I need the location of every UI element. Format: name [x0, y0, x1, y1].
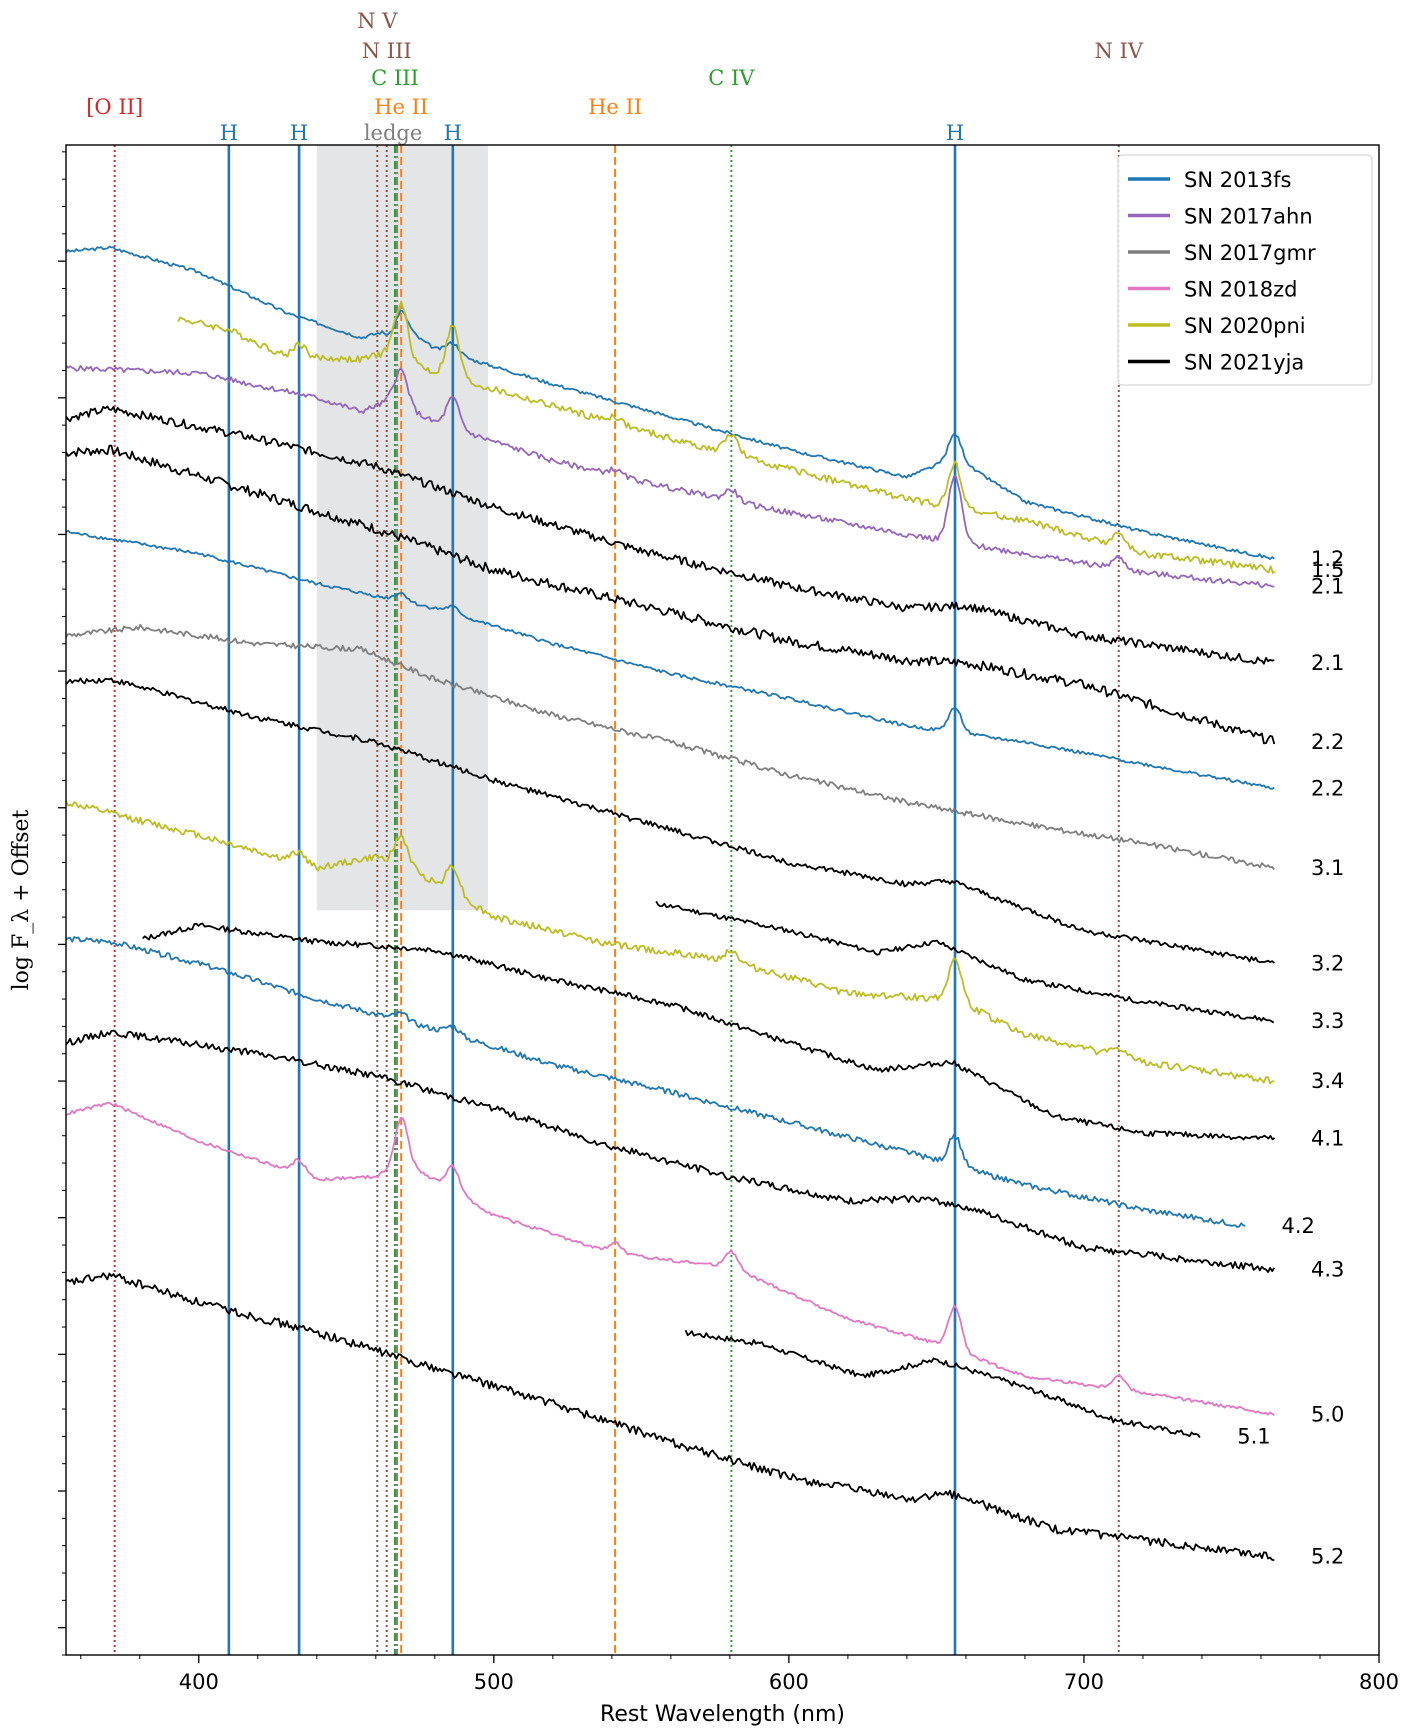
- shaded-band: [316, 145, 488, 911]
- epoch-label: 5.0: [1311, 1402, 1344, 1426]
- epoch-label: 5.1: [1237, 1424, 1270, 1448]
- epoch-label: 2.1: [1311, 574, 1344, 598]
- line-id-label: N IV: [1095, 39, 1144, 63]
- x-tick-label: 600: [769, 1670, 809, 1694]
- epoch-label: 2.1: [1311, 651, 1344, 675]
- epoch-label: 1.5: [1311, 558, 1344, 582]
- series-line: [65, 364, 1275, 589]
- line-id-label: C IV: [708, 66, 755, 90]
- series-line: [65, 1101, 1275, 1417]
- line-id-label: He II: [374, 95, 428, 119]
- series-line: [65, 1272, 1275, 1561]
- series-line: [65, 623, 1276, 871]
- series-line: [65, 677, 1275, 964]
- epoch-label: 3.4: [1311, 1069, 1344, 1093]
- series-line: [65, 529, 1275, 790]
- series-line: [142, 922, 1276, 1141]
- legend-entry: SN 2017ahn: [1184, 205, 1313, 229]
- line-id-label: ledge: [364, 121, 422, 145]
- line-id-label: H: [220, 121, 238, 145]
- axes: 400 500 600 700 800: [58, 151, 1399, 1694]
- line-id-label: C III: [371, 66, 419, 90]
- line-id-label: H: [290, 121, 308, 145]
- legend-entry: SN 2017gmr: [1184, 241, 1316, 265]
- epoch-label: 2.2: [1311, 730, 1344, 754]
- series-line: [65, 936, 1246, 1228]
- line-id-label: H: [946, 121, 964, 145]
- epoch-labels: 1.21.52.12.12.22.23.13.23.33.44.14.24.35…: [1237, 547, 1344, 1569]
- legend-entry: SN 2020pni: [1184, 314, 1306, 338]
- line-id-label: He II: [588, 95, 642, 119]
- plot-frame: [65, 144, 1380, 1656]
- x-tick-label: 500: [474, 1670, 514, 1694]
- epoch-label: 4.2: [1282, 1214, 1315, 1238]
- legend-entry: SN 2018zd: [1184, 278, 1298, 302]
- epoch-label: 4.3: [1311, 1258, 1344, 1282]
- series-line: [684, 1329, 1201, 1439]
- legend-box: [1117, 154, 1373, 386]
- line-id-label: N III: [362, 39, 412, 63]
- line-id-label: N V: [357, 9, 398, 33]
- epoch-label: 3.3: [1311, 1009, 1344, 1033]
- series-line: [65, 245, 1275, 560]
- series-line: [65, 1029, 1276, 1273]
- epoch-label: 3.1: [1311, 856, 1344, 880]
- x-tick-label: 400: [179, 1670, 219, 1694]
- epoch-label: 1.2: [1311, 547, 1344, 571]
- epoch-label: 2.2: [1311, 777, 1344, 801]
- series-line: [177, 300, 1276, 574]
- line-id-markers: [113, 145, 1120, 1655]
- legend: SN 2013fs SN 2017ahn SN 2017gmr SN 2018zd SN…: [1117, 154, 1373, 386]
- y-axis-label: log F_λ + Offset: [9, 809, 34, 990]
- legend-entry: SN 2013fs: [1184, 168, 1292, 192]
- line-id-label: H: [444, 121, 462, 145]
- line-id-label: [O II]: [86, 95, 143, 119]
- x-tick-label: 800: [1359, 1670, 1399, 1694]
- epoch-label: 5.2: [1311, 1545, 1344, 1569]
- epoch-label: 3.2: [1311, 952, 1344, 976]
- legend-entry: SN 2021yja: [1184, 351, 1304, 375]
- x-axis-label: Rest Wavelength (nm): [600, 1702, 845, 1727]
- series-line: [65, 800, 1275, 1085]
- shaded-band-rect: [316, 145, 488, 911]
- series-line: [655, 900, 1275, 1024]
- epoch-label: 4.1: [1311, 1126, 1344, 1150]
- series-line: [65, 444, 1276, 745]
- spectra-series: [65, 245, 1276, 1561]
- series-line: [65, 405, 1275, 665]
- x-tick-label: 700: [1064, 1670, 1104, 1694]
